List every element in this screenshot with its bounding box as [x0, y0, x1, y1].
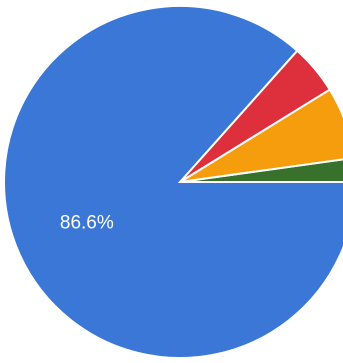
slice-label: 86.6% — [60, 213, 114, 234]
pie-slice — [3, 5, 343, 359]
